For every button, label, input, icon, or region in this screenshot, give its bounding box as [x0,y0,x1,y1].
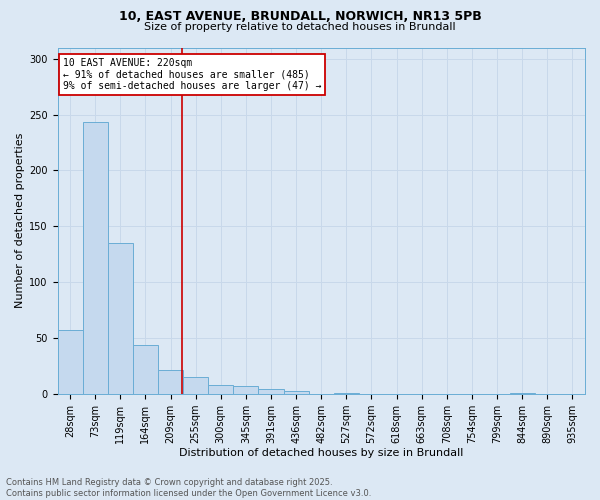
Bar [208,385,233,394]
Text: 10 EAST AVENUE: 220sqm
← 91% of detached houses are smaller (485)
9% of semi-det: 10 EAST AVENUE: 220sqm ← 91% of detached… [63,58,321,91]
Bar [233,386,259,394]
Bar [509,393,535,394]
Bar [334,393,359,394]
Bar [133,345,158,394]
Text: Size of property relative to detached houses in Brundall: Size of property relative to detached ho… [144,22,456,32]
Text: 10, EAST AVENUE, BRUNDALL, NORWICH, NR13 5PB: 10, EAST AVENUE, BRUNDALL, NORWICH, NR13… [119,10,481,23]
Bar [83,122,108,394]
X-axis label: Distribution of detached houses by size in Brundall: Distribution of detached houses by size … [179,448,463,458]
Bar [58,330,83,394]
Text: Contains HM Land Registry data © Crown copyright and database right 2025.
Contai: Contains HM Land Registry data © Crown c… [6,478,371,498]
Y-axis label: Number of detached properties: Number of detached properties [15,133,25,308]
Bar [108,243,133,394]
Bar [158,370,183,394]
Bar [259,388,284,394]
Bar [183,378,208,394]
Bar [284,391,308,394]
